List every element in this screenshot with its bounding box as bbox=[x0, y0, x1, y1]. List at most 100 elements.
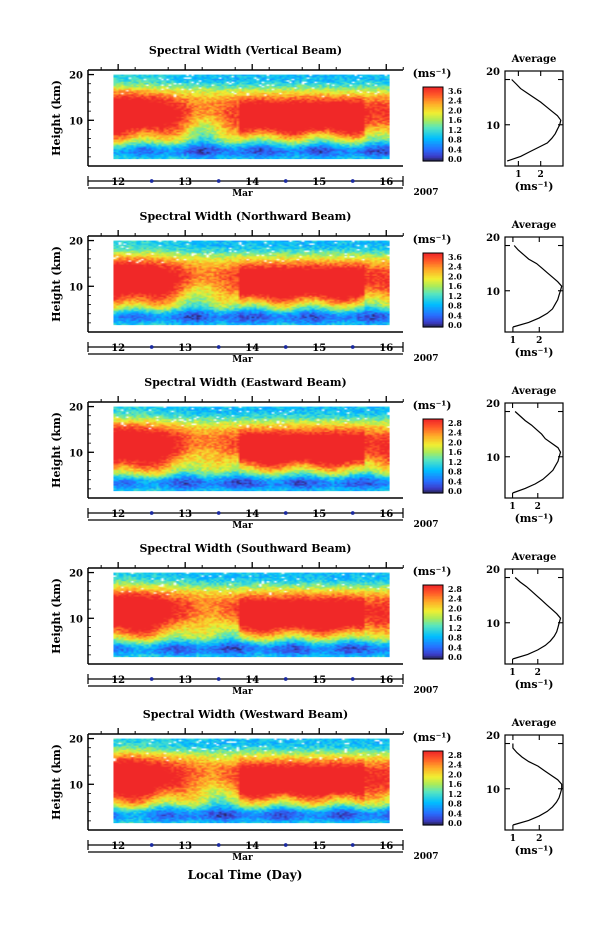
colorbar-swatch bbox=[423, 814, 443, 817]
colorbar-swatch bbox=[423, 638, 443, 642]
y-tick-label: 10 bbox=[69, 282, 83, 293]
colorbar-swatch bbox=[423, 310, 443, 313]
colorbar-swatch bbox=[423, 303, 443, 307]
x-tick-label: 13 bbox=[178, 343, 192, 354]
colorbar-swatch bbox=[423, 435, 443, 439]
colorbar-swatch bbox=[423, 103, 443, 107]
colorbar-tick-label: 1.2 bbox=[448, 291, 462, 301]
colorbar-swatch bbox=[423, 446, 443, 449]
x-tick-label: 14 bbox=[245, 509, 259, 520]
colorbar-swatch bbox=[423, 778, 443, 781]
average-y-tick-label: 10 bbox=[486, 619, 500, 630]
colorbar-frame bbox=[422, 252, 444, 328]
colorbar-swatch bbox=[423, 474, 443, 477]
colorbar-swatch bbox=[423, 277, 443, 280]
colorbar-swatch bbox=[423, 452, 443, 456]
colorbar-unit: (ms⁻¹) bbox=[413, 233, 452, 246]
colorbar-swatch bbox=[423, 440, 443, 443]
y-axis-label: Height (km) bbox=[50, 80, 63, 156]
y-tick-label: 20 bbox=[69, 569, 83, 580]
year-label: 2007 bbox=[413, 188, 438, 198]
average-y-tick-label: 20 bbox=[486, 233, 500, 244]
time-marker bbox=[350, 511, 355, 515]
colorbar-swatch bbox=[423, 306, 443, 310]
colorbar-swatch bbox=[423, 290, 443, 293]
colorbar-swatch bbox=[423, 640, 443, 643]
colorbar-swatch bbox=[423, 808, 443, 811]
colorbar-swatch bbox=[423, 119, 443, 122]
colorbar-swatch bbox=[423, 313, 443, 316]
average-y-tick-label: 10 bbox=[486, 287, 500, 298]
colorbar-swatch bbox=[423, 788, 443, 791]
colorbar-swatch bbox=[423, 482, 443, 485]
colorbar-swatch bbox=[423, 468, 443, 471]
x-tick-label: 12 bbox=[111, 509, 125, 520]
panel-title: Spectral Width (Vertical Beam) bbox=[149, 44, 342, 57]
colorbar-tick-label: 0.4 bbox=[448, 310, 462, 320]
colorbar-swatch bbox=[423, 283, 443, 286]
y-tick-label: 10 bbox=[69, 448, 83, 459]
colorbar-tick-label: 2.8 bbox=[448, 418, 462, 428]
x-tick-label: 15 bbox=[312, 841, 326, 852]
colorbar-tick-label: 1.6 bbox=[448, 779, 462, 789]
colorbar-swatch bbox=[423, 815, 443, 818]
colorbar-swatch bbox=[423, 642, 443, 645]
x-tick-label: 12 bbox=[111, 675, 125, 686]
colorbar-swatch bbox=[423, 140, 443, 144]
colorbar-swatch bbox=[423, 422, 443, 425]
colorbar-swatch bbox=[423, 769, 443, 772]
x-tick-label: 16 bbox=[379, 841, 393, 852]
heatmap-image bbox=[113, 240, 390, 326]
colorbar-swatch bbox=[423, 445, 443, 448]
colorbar-swatch bbox=[423, 254, 443, 257]
colorbar-swatch bbox=[423, 257, 443, 260]
colorbar-swatch bbox=[423, 609, 443, 612]
colorbar-tick-label: 2.0 bbox=[448, 603, 462, 613]
colorbar-swatch bbox=[423, 90, 443, 93]
average-x-unit: (ms⁻¹) bbox=[515, 512, 554, 525]
heatmap-image bbox=[113, 74, 390, 160]
y-tick-label: 10 bbox=[69, 116, 83, 127]
time-marker bbox=[216, 179, 221, 183]
colorbar-unit: (ms⁻¹) bbox=[413, 731, 452, 744]
colorbar-swatch bbox=[423, 253, 443, 256]
y-axis-label: Height (km) bbox=[50, 412, 63, 488]
colorbar-swatch bbox=[423, 614, 443, 617]
colorbar-swatch bbox=[423, 631, 443, 634]
x-tick-label: 14 bbox=[245, 343, 259, 354]
colorbar-frame bbox=[422, 86, 444, 162]
colorbar-swatch bbox=[423, 755, 443, 758]
colorbar-swatch bbox=[423, 800, 443, 803]
colorbar-tick-label: 0.4 bbox=[448, 144, 462, 154]
colorbar-frame bbox=[422, 418, 444, 494]
panel-title: Spectral Width (Northward Beam) bbox=[140, 210, 352, 223]
colorbar-swatch bbox=[423, 466, 443, 469]
colorbar-swatch bbox=[423, 305, 443, 308]
average-x-tick-label: 1 bbox=[510, 834, 516, 844]
colorbar-swatch bbox=[423, 157, 443, 161]
y-tick-label: 10 bbox=[69, 780, 83, 791]
colorbar-swatch bbox=[423, 130, 443, 133]
colorbar-swatch bbox=[423, 629, 443, 632]
colorbar-swatch bbox=[423, 116, 443, 119]
colorbar-swatch bbox=[423, 320, 443, 323]
colorbar-swatch bbox=[423, 817, 443, 820]
colorbar-swatch bbox=[423, 821, 443, 825]
average-frame bbox=[504, 402, 564, 499]
colorbar-swatch bbox=[423, 620, 443, 623]
colorbar-swatch bbox=[423, 443, 443, 446]
average-profile-line bbox=[507, 79, 562, 162]
colorbar-swatch bbox=[423, 317, 443, 320]
time-marker bbox=[350, 179, 355, 183]
colorbar-tick-label: 2.4 bbox=[448, 96, 462, 106]
colorbar-swatch bbox=[423, 463, 443, 466]
x-tick-label: 12 bbox=[111, 343, 125, 354]
colorbar-swatch bbox=[423, 142, 443, 145]
average-x-tick-label: 1 bbox=[515, 170, 521, 180]
colorbar-swatch bbox=[423, 120, 443, 124]
time-marker bbox=[283, 843, 288, 847]
colorbar-tick-label: 2.8 bbox=[448, 584, 462, 594]
colorbar-swatch bbox=[423, 451, 443, 454]
time-marker bbox=[350, 843, 355, 847]
colorbar-swatch bbox=[423, 625, 443, 628]
